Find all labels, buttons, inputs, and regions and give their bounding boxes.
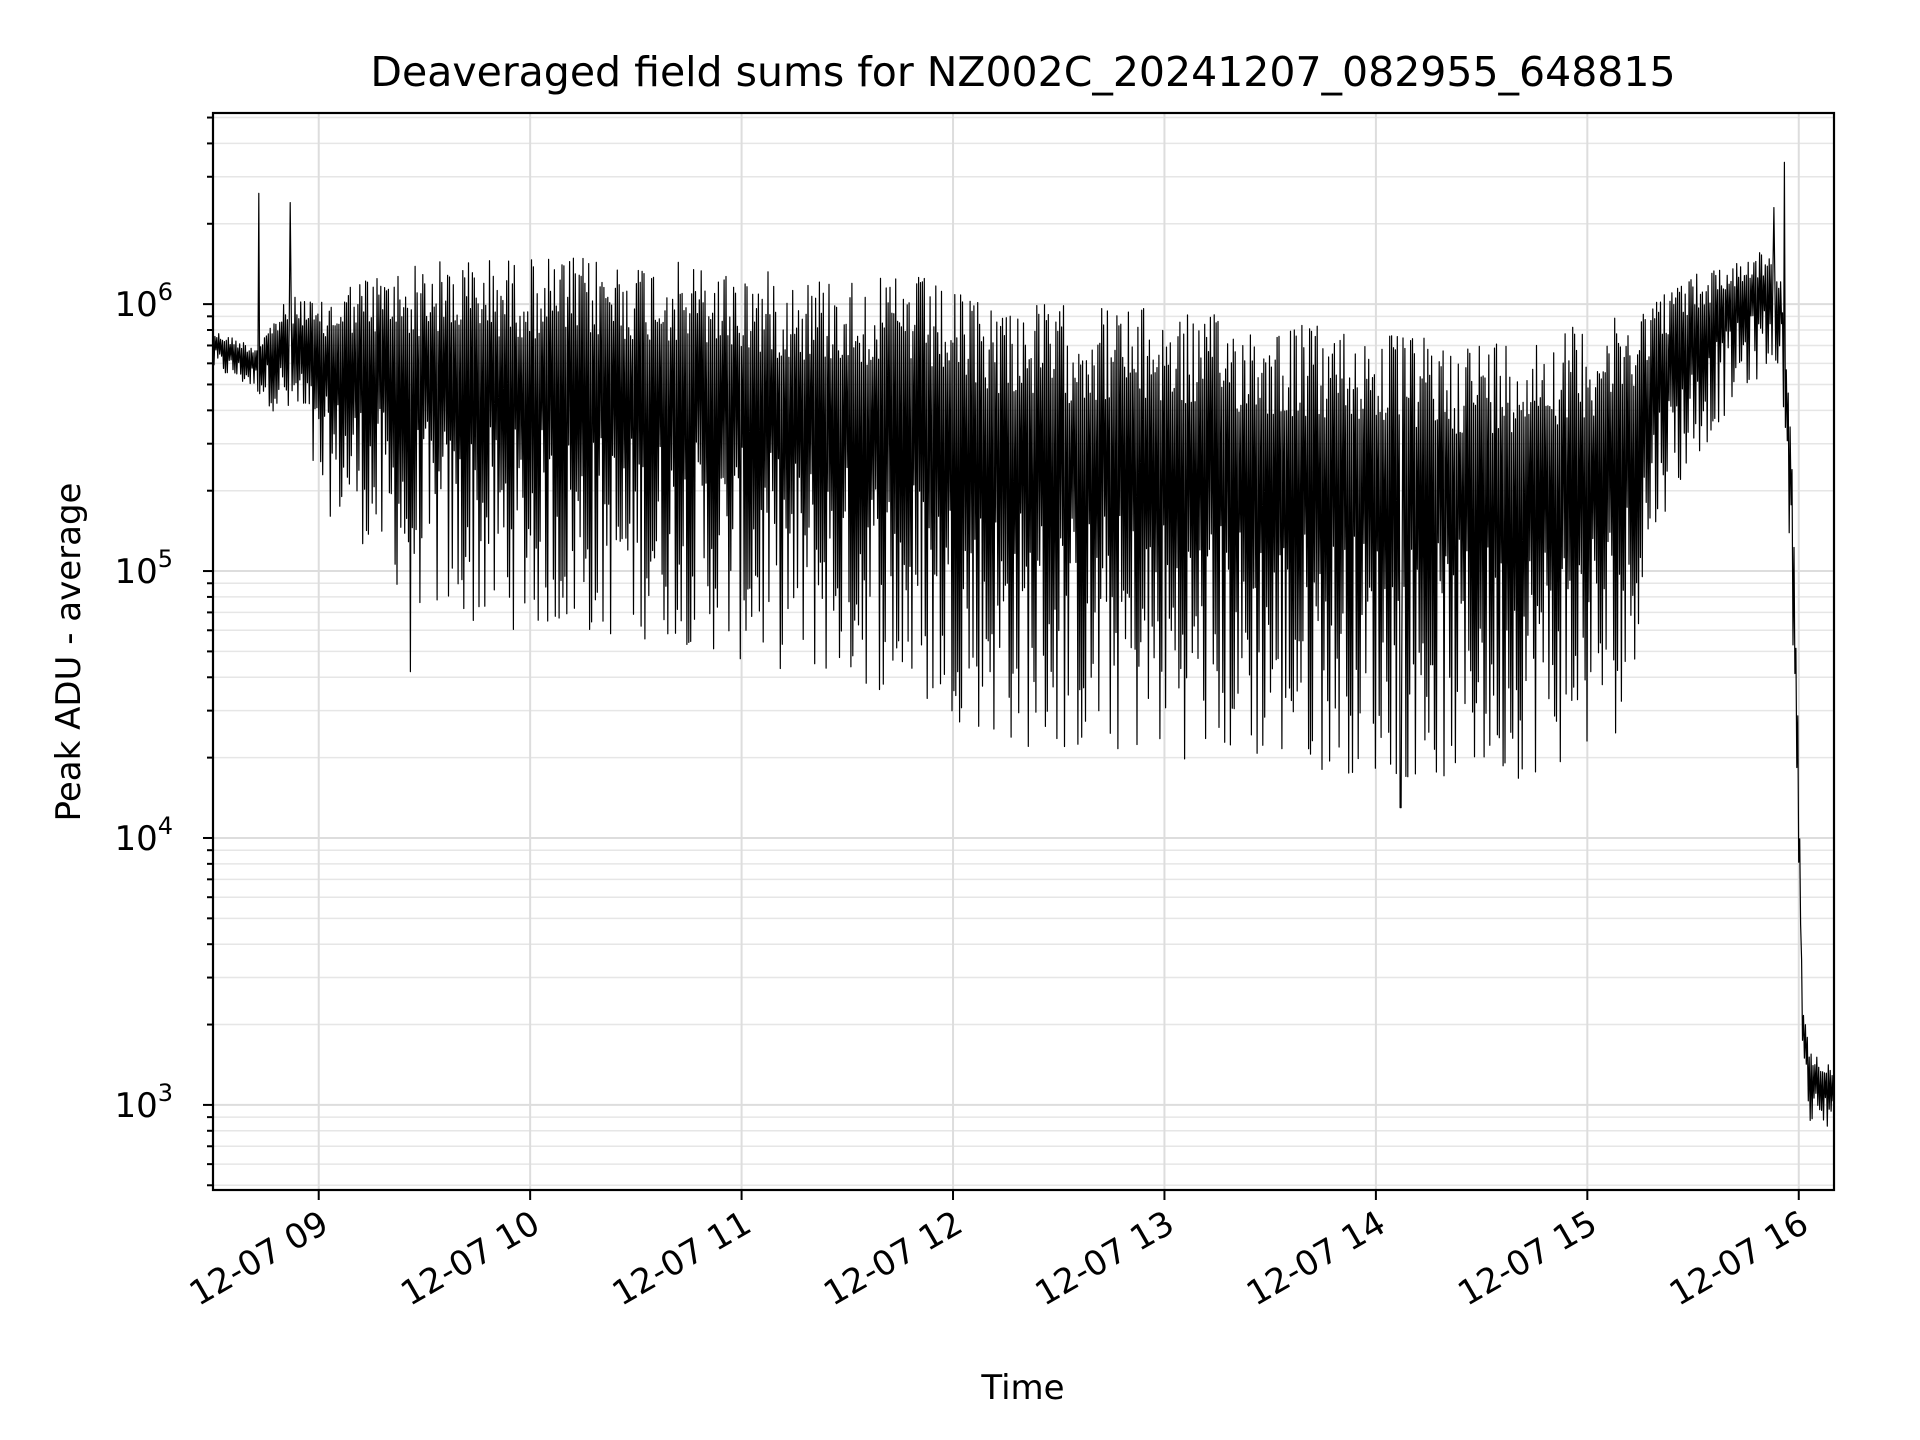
chart-title: Deaveraged field sums for NZ002C_2024120… (370, 48, 1675, 96)
x-axis-label: Time (980, 1368, 1064, 1408)
x-tick-label: 12-07 11 (606, 1203, 758, 1314)
axes: 103 104 105 106 12-07 09 12-07 10 12-07 11 12-0… (114, 111, 1836, 1314)
x-tick-label: 12-07 14 (1240, 1203, 1392, 1314)
x-tick-label: 12-07 15 (1451, 1203, 1603, 1314)
x-tick-label: 12-07 12 (817, 1203, 969, 1314)
y-tick-label: 104 (114, 812, 173, 859)
y-tick-label: 103 (114, 1079, 173, 1126)
y-tick-label: 106 (114, 278, 173, 325)
series-line (212, 161, 1835, 1127)
series-layer (212, 161, 1835, 1127)
x-tick-label: 12-07 13 (1029, 1203, 1181, 1314)
y-tick-label: 105 (114, 545, 173, 592)
x-tick-label: 12-07 09 (183, 1203, 335, 1314)
x-tick-label: 12-07 16 (1663, 1203, 1815, 1314)
plot-frame (211, 111, 1836, 1192)
x-tick-label: 12-07 10 (394, 1203, 546, 1314)
y-axis-label: Peak ADU - average (49, 483, 89, 822)
